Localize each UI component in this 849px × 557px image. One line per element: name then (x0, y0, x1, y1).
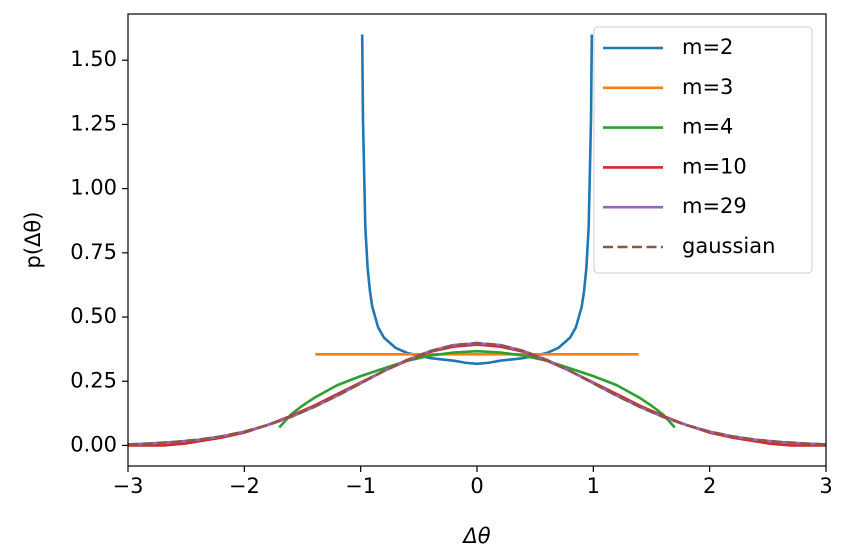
y-axis-label: p(Δθ) (21, 212, 45, 269)
x-axis-label: Δθ (461, 524, 490, 548)
x-tick-label: −1 (345, 474, 376, 498)
series-line-3 (128, 343, 826, 447)
legend-label-0: m=2 (682, 35, 733, 59)
legend-label-4: m=29 (682, 194, 747, 218)
y-tick-label: 0.50 (70, 304, 117, 328)
x-tick-label: 3 (819, 474, 832, 498)
legend-label-5: gaussian (682, 234, 775, 258)
legend-label-1: m=3 (682, 75, 733, 99)
y-tick-label: 0.75 (70, 240, 117, 264)
series-line-0 (360, 34, 594, 366)
y-tick-label: 0.00 (70, 432, 117, 456)
series-line-5 (128, 341, 826, 446)
series-line-4 (128, 341, 826, 446)
x-tick-label: −2 (229, 474, 260, 498)
x-tick-label: 0 (470, 474, 483, 498)
x-tick-label: 1 (587, 474, 600, 498)
x-tick-label: −3 (113, 474, 144, 498)
legend: m=2 m=3 m=4 m=10 m=29 gaussian (593, 26, 813, 274)
series-line-2 (278, 349, 676, 429)
legend-label-2: m=4 (682, 115, 733, 139)
y-tick-label: 1.25 (70, 111, 117, 135)
series-layer (128, 34, 826, 447)
y-tick-label: 1.50 (70, 47, 117, 71)
x-tick-label: 2 (703, 474, 716, 498)
y-tick-label: 0.25 (70, 368, 117, 392)
y-tick-label: 1.00 (70, 176, 117, 200)
x-axis: −3 −2 −1 0 1 2 3 (113, 466, 833, 498)
legend-label-3: m=10 (682, 154, 747, 178)
y-axis: 0.00 0.25 0.50 0.75 1.00 1.25 1.50 (70, 47, 128, 456)
